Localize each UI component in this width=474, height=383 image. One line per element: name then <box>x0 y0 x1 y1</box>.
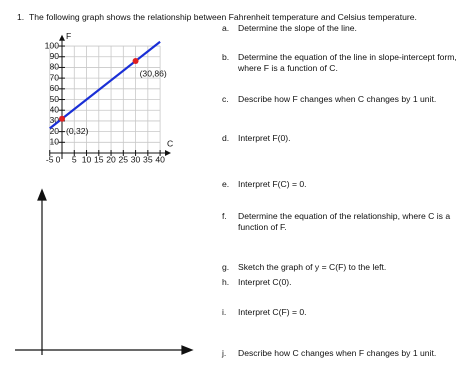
part-letter: j. <box>222 348 227 358</box>
point-label: (0,32) <box>66 126 89 136</box>
part-letter: c. <box>222 94 229 104</box>
y-tick-label: 30 <box>49 115 59 125</box>
y-tick-label: 70 <box>49 72 59 82</box>
part-letter: g. <box>222 262 230 272</box>
x-tick-label: 15 <box>94 154 104 164</box>
arrow <box>181 345 194 355</box>
part-text: where F is a function of C. <box>238 62 338 73</box>
arrow <box>37 188 47 201</box>
part-text: Determine the slope of the line. <box>238 23 357 33</box>
y-tick-label: 40 <box>49 104 59 114</box>
arrow <box>59 34 66 41</box>
y-tick-label: 60 <box>49 83 59 93</box>
y-tick-label: 80 <box>49 62 59 72</box>
part-letter: i. <box>222 307 227 317</box>
part-text: Determine the equation of the relationsh… <box>238 211 451 221</box>
x-tick-label: 10 <box>82 154 92 164</box>
y-tick-label: 10 <box>49 137 59 147</box>
y-tick-label: 90 <box>49 51 59 61</box>
part-text: Describe how F changes when C changes by… <box>238 94 437 104</box>
part-letter: f. <box>222 211 227 221</box>
part-letter: d. <box>222 133 230 143</box>
x-axis-label: C <box>167 138 173 148</box>
part-letter: b. <box>222 52 230 62</box>
part-text: Sketch the graph of y = C(F) to the left… <box>238 262 387 272</box>
question-text: The following graph shows the relationsh… <box>29 12 417 22</box>
part-text: Interpret F(0). <box>238 133 291 143</box>
part-text: function of F. <box>238 221 287 232</box>
y-tick-label: 50 <box>49 94 59 104</box>
y-tick-label: 20 <box>49 126 59 136</box>
part-letter: e. <box>222 179 230 189</box>
point-label: (30,86) <box>140 68 167 78</box>
blank-axes <box>15 188 194 355</box>
part-text: Determine the equation of the line in sl… <box>238 52 457 62</box>
y-tick-label: 100 <box>45 40 60 50</box>
x-tick-label: 35 <box>143 154 153 164</box>
x-tick-label: -5 <box>46 154 54 164</box>
x-tick-label: 40 <box>155 154 165 164</box>
part-letter: a. <box>222 23 230 33</box>
part-text: Describe how C changes when F changes by… <box>238 348 437 358</box>
question-number: 1. <box>17 12 25 22</box>
part-text: Interpret C(0). <box>238 277 292 287</box>
line <box>49 40 161 130</box>
part-letter: h. <box>222 277 230 287</box>
x-tick-label: 5 <box>72 154 77 164</box>
x-tick-label: 20 <box>106 154 116 164</box>
point <box>59 115 66 122</box>
part-text: Interpret C(F) = 0. <box>238 307 307 317</box>
arrow <box>165 150 171 156</box>
part-text: Interpret F(C) = 0. <box>238 179 307 189</box>
point <box>132 58 139 65</box>
x-tick-label: 30 <box>131 154 141 164</box>
x-tick-label: 25 <box>119 154 129 164</box>
x-tick-label: 0 <box>56 154 61 164</box>
y-axis-label: F <box>66 31 71 41</box>
